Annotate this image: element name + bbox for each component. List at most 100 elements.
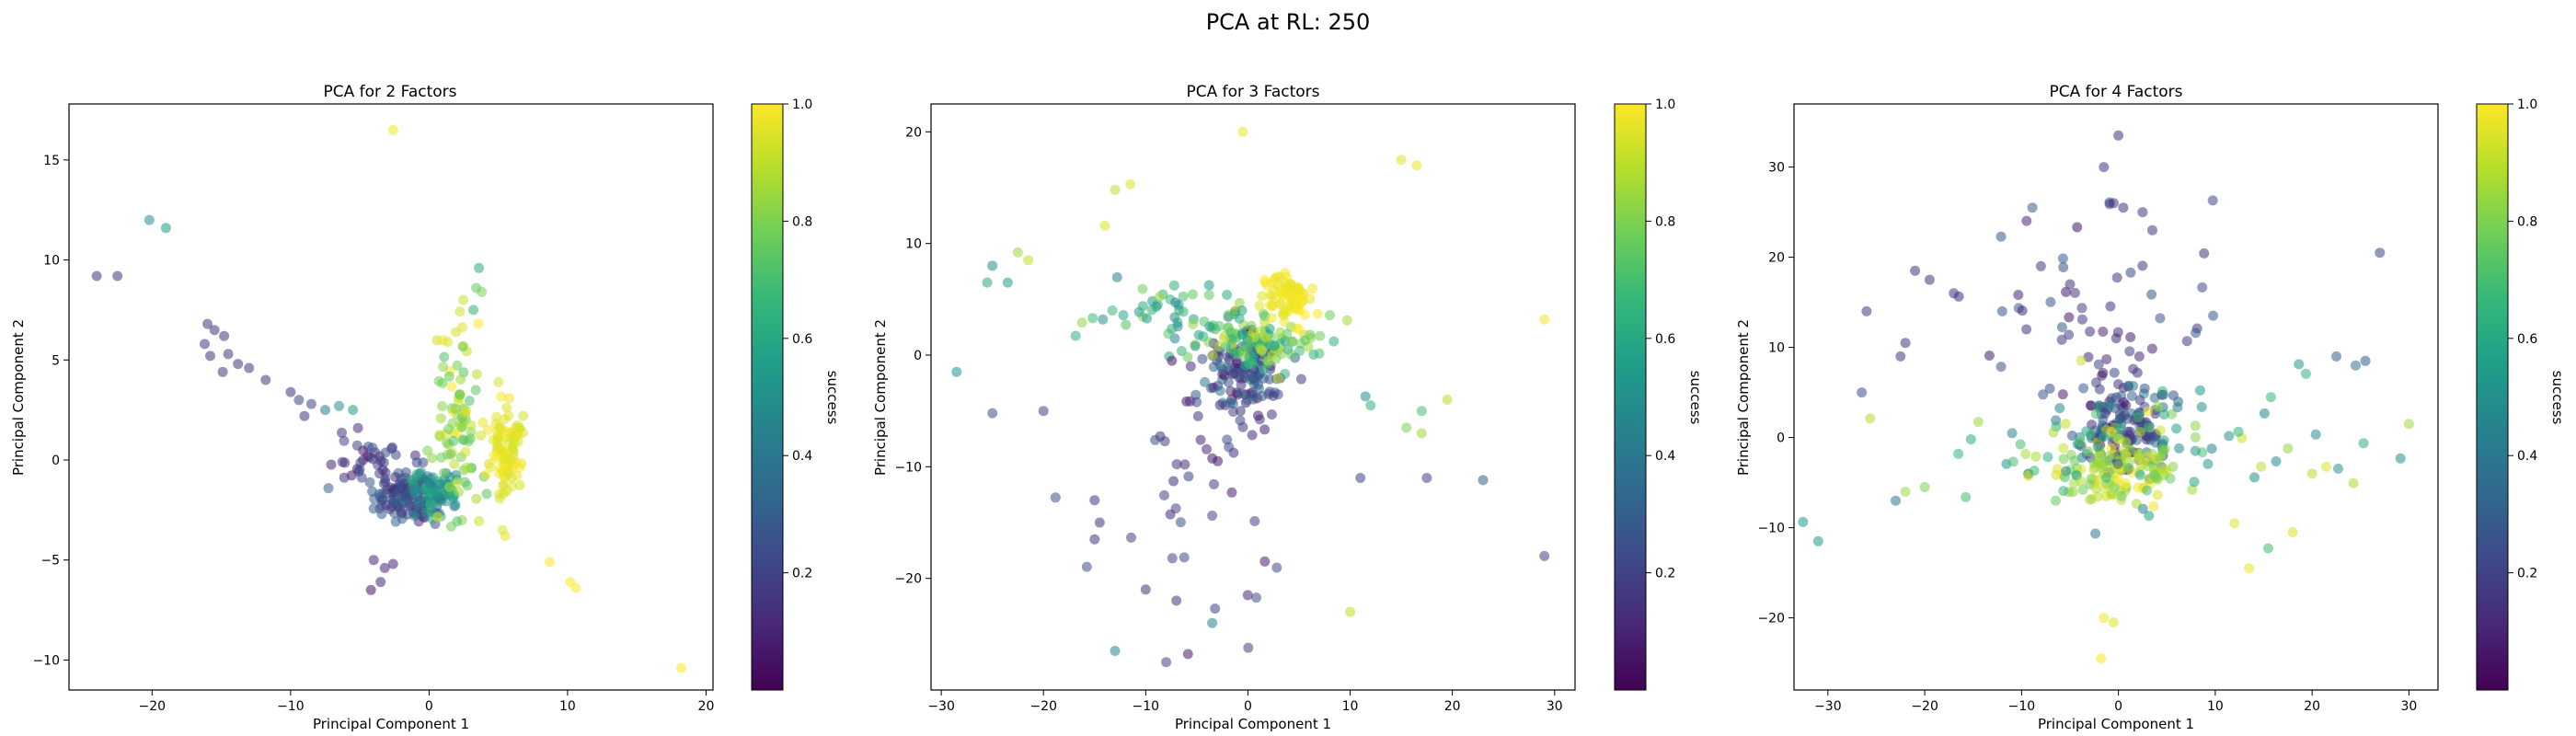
data-point [1203, 290, 1214, 301]
data-point [1246, 320, 1257, 331]
y-tick-label: 10 [1768, 341, 1785, 356]
data-point [2348, 477, 2359, 489]
data-point [2042, 452, 2053, 463]
data-point [1225, 385, 1236, 397]
data-point [1257, 291, 1268, 302]
data-point [474, 516, 485, 526]
data-point [1171, 595, 1182, 606]
data-point [1154, 292, 1165, 303]
data-point [438, 362, 449, 373]
points-layer [951, 126, 1550, 668]
data-point [1226, 334, 1237, 344]
data-point [2121, 400, 2132, 410]
data-point [2007, 456, 2018, 467]
data-point [2167, 408, 2178, 420]
colorbar-tick-label: 0.8 [792, 214, 812, 229]
x-ticks: −20 −10 0 10 20 [139, 690, 715, 714]
data-point [2021, 324, 2032, 335]
data-point [1401, 422, 1412, 433]
data-point [1275, 272, 1286, 282]
x-tick-label: 0 [1244, 699, 1252, 714]
data-point [2020, 449, 2031, 459]
data-point [2133, 351, 2145, 362]
data-point [1126, 532, 1136, 543]
data-point [1207, 511, 1218, 521]
x-axis-label: Principal Component 1 [1175, 716, 1331, 732]
data-point [471, 369, 482, 380]
data-point [1152, 299, 1163, 310]
data-point [1416, 406, 1427, 417]
data-point [1140, 584, 1151, 595]
data-point [2137, 260, 2148, 271]
data-point [1242, 342, 1253, 353]
data-point [454, 389, 465, 399]
x-ticks: −30 −20 −10 0 10 20 30 [927, 690, 1563, 714]
data-point [2110, 333, 2122, 344]
data-point [2101, 472, 2111, 483]
data-point [305, 398, 316, 409]
data-point [1179, 459, 1190, 470]
data-point [2321, 461, 2331, 472]
data-point [1150, 434, 1161, 445]
data-point [2106, 393, 2117, 404]
data-point [2108, 617, 2119, 627]
data-point [2294, 359, 2305, 370]
data-point [2085, 400, 2096, 411]
data-point [380, 473, 391, 484]
data-point [1239, 351, 1250, 362]
x-axis-label: Principal Component 1 [313, 716, 469, 732]
data-point [982, 277, 993, 288]
data-point [1137, 283, 1148, 294]
colorbar-tick-label: 0.6 [1655, 332, 1675, 347]
data-point [2113, 379, 2123, 390]
data-point [512, 470, 523, 481]
data-point [2076, 314, 2087, 325]
data-point [2090, 483, 2101, 494]
data-point [337, 427, 347, 438]
data-point [2143, 406, 2154, 417]
data-point [2058, 454, 2069, 465]
data-point [411, 469, 422, 480]
data-point [91, 270, 102, 282]
data-point [1266, 409, 1277, 420]
data-point [2057, 389, 2068, 400]
data-point [2077, 484, 2088, 495]
x-tick-label: 20 [698, 699, 715, 714]
data-point [1285, 349, 1296, 360]
data-point [2121, 437, 2132, 448]
x-tick-label: −20 [1029, 699, 1057, 714]
data-point [2058, 486, 2069, 497]
data-point [427, 453, 438, 464]
data-point [500, 531, 511, 542]
x-tick-label: −10 [2008, 699, 2036, 714]
data-point [1213, 455, 1224, 466]
data-point [380, 447, 391, 458]
data-point [260, 374, 271, 385]
data-point [1259, 275, 1270, 285]
data-point [1175, 517, 1186, 528]
data-point [436, 452, 447, 463]
data-point [474, 262, 485, 273]
data-point [1365, 400, 1376, 411]
data-point [364, 477, 375, 488]
data-point [1161, 657, 1172, 668]
data-point [1259, 364, 1270, 375]
data-point [2064, 279, 2076, 290]
x-tick-label: 20 [2304, 699, 2320, 714]
y-ticks: −20 −10 0 10 20 [894, 125, 931, 587]
data-point [1478, 475, 1489, 486]
data-point [223, 349, 234, 360]
data-point [498, 480, 509, 491]
colorbar-tick-label: 1.0 [1655, 98, 1675, 112]
data-point [1263, 355, 1273, 366]
data-point [2147, 224, 2157, 236]
colorbar-ticks: 0.2 0.4 0.6 0.8 1.0 [1646, 98, 1675, 581]
data-point [2333, 463, 2343, 474]
data-point [2121, 477, 2132, 489]
data-point [1222, 290, 1233, 300]
data-point [2146, 343, 2157, 354]
data-point [1961, 491, 1972, 502]
data-point [1421, 473, 1432, 483]
y-tick-label: 10 [905, 237, 922, 252]
data-point [2134, 469, 2145, 480]
